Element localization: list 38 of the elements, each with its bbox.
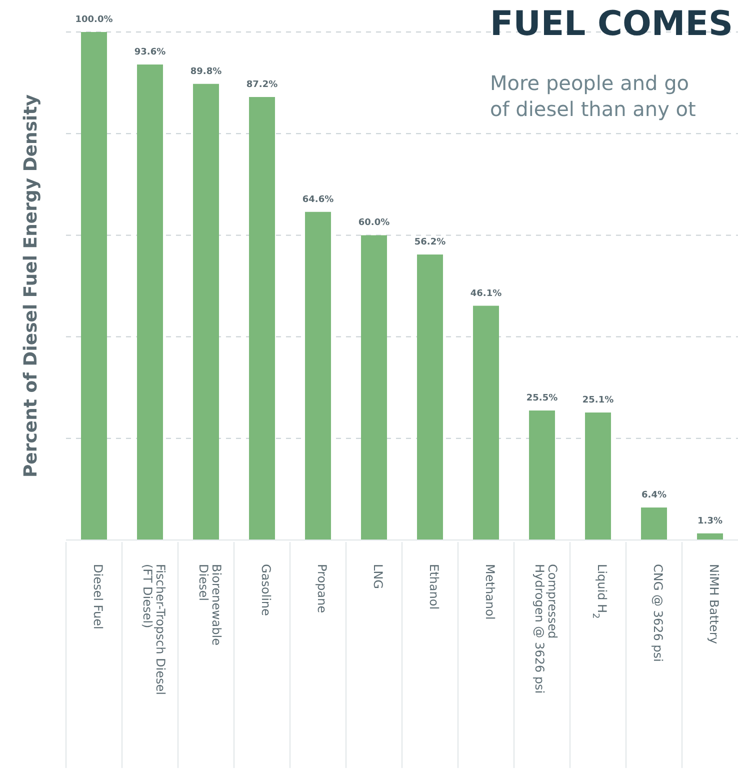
bar <box>81 32 107 540</box>
data-label: 89.8% <box>190 66 222 77</box>
bar <box>193 84 219 540</box>
x-tick-label: Ethanol <box>427 564 441 610</box>
data-label: 25.1% <box>582 395 614 406</box>
data-label: 64.6% <box>302 194 334 205</box>
x-tick-label: CNG @ 3626 psi <box>651 564 665 662</box>
data-label: 93.6% <box>134 48 166 58</box>
bar <box>697 533 723 540</box>
bar <box>417 254 443 540</box>
data-label: 1.3% <box>698 516 722 526</box>
x-tick-label: Diesel Fuel <box>91 564 105 630</box>
bar <box>529 410 555 540</box>
x-tick-label: Gasoline <box>259 564 273 616</box>
bar <box>585 412 611 540</box>
data-label: 60.0% <box>358 218 390 228</box>
x-tick-label: Fischer-Tropsch Diesel (FT Diesel) <box>140 564 168 695</box>
text: More people and go of diesel than any ot <box>490 70 696 122</box>
bar <box>305 212 331 540</box>
data-label: 100.0% <box>75 15 113 25</box>
x-tick-label: NiMH Battery <box>707 564 721 644</box>
x-tick-label: LNG <box>371 564 385 589</box>
bar <box>249 97 275 540</box>
data-label: 6.4% <box>642 490 666 500</box>
x-tick-label: Biorenewable Diesel <box>196 564 224 646</box>
bar <box>361 235 387 540</box>
data-label: 25.5% <box>526 393 558 404</box>
y-axis-title: Percent of Diesel Fuel Energy Density <box>20 94 42 478</box>
data-label: 56.2% <box>414 238 446 248</box>
x-tick-label: Propane <box>315 564 329 613</box>
x-tick-label: Methanol <box>483 564 497 620</box>
x-tick-label: Compressed Hydrogen @ 3626 psi <box>532 564 560 694</box>
bar <box>473 306 499 540</box>
bar <box>641 507 667 540</box>
bar <box>137 64 163 540</box>
chart-title: FUEL COMES <box>490 7 733 44</box>
data-label: 87.2% <box>246 80 278 90</box>
data-label: 46.1% <box>470 288 502 299</box>
